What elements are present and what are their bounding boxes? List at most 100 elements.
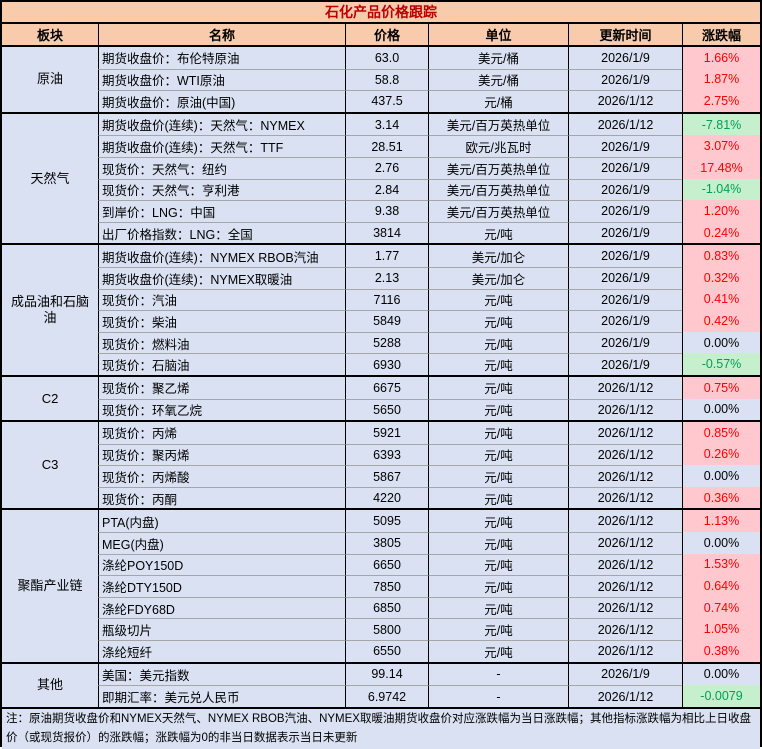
sector-label: 聚酯产业链 — [17, 578, 83, 594]
change-value: 1.87% — [682, 68, 760, 91]
updated-value: 2026/1/12 — [568, 376, 682, 399]
unit-value: 元/吨 — [428, 288, 568, 311]
change-value: 0.38% — [682, 640, 760, 662]
updated-value: 2026/1/12 — [568, 640, 682, 662]
sector-label: 原油 — [36, 71, 63, 87]
section-3: C2 现货价：聚乙烯 6675 元/吨 2026/1/12 0.75% 现货价：环氧乙烷 56… — [2, 374, 760, 421]
updated-value: 2026/1/9 — [568, 266, 682, 289]
updated-value: 2026/1/9 — [568, 353, 682, 375]
price-value: 5288 — [345, 331, 428, 354]
unit-value: 元/桶 — [428, 90, 568, 112]
price-value: 6650 — [345, 553, 428, 576]
change-value: 0.26% — [682, 443, 760, 466]
change-value: 2.75% — [682, 90, 760, 112]
name-value: 涤纶短纤 — [98, 640, 345, 662]
updated-value: 2026/1/9 — [568, 310, 682, 332]
name-value: 期货收盘价：原油(中国) — [98, 90, 345, 112]
unit-value: 元/吨 — [428, 422, 568, 444]
unit-value: 元/吨 — [428, 221, 568, 244]
updated-value: 2026/1/9 — [568, 135, 682, 157]
sector-label: 天然气 — [30, 170, 70, 186]
name-value: 美国：美元指数 — [98, 663, 345, 686]
column-header-sector: 板块 — [36, 28, 63, 43]
unit-value: 元/吨 — [428, 575, 568, 597]
unit-value: 美元/百万英热单位 — [428, 156, 568, 179]
name-value: 期货收盘价(连续)：天然气：TTF — [98, 135, 345, 157]
unit-value: 美元/加仑 — [428, 245, 568, 267]
unit-value: 元/吨 — [428, 596, 568, 619]
unit-value: 元/吨 — [428, 532, 568, 554]
unit-value: 元/吨 — [428, 465, 568, 487]
table-title: 石化产品价格跟踪 — [2, 2, 760, 24]
price-value: 63.0 — [345, 47, 428, 69]
price-value: 1.77 — [345, 245, 428, 267]
change-value: -0.57% — [682, 353, 760, 375]
price-value: 437.5 — [345, 90, 428, 112]
updated-value: 2026/1/12 — [568, 510, 682, 533]
price-value: 7850 — [345, 575, 428, 597]
change-value: -1.04% — [682, 178, 760, 201]
price-value: 5800 — [345, 618, 428, 641]
name-value: 现货价：石脑油 — [98, 353, 345, 375]
updated-value: 2026/1/12 — [568, 398, 682, 421]
price-value: 99.14 — [345, 663, 428, 686]
change-value: 0.85% — [682, 422, 760, 444]
name-value: 现货价：聚乙烯 — [98, 376, 345, 399]
unit-value: 元/吨 — [428, 353, 568, 375]
change-value: 1.05% — [682, 618, 760, 641]
price-value: 5095 — [345, 510, 428, 533]
name-value: 现货价：丙酮 — [98, 486, 345, 509]
unit-value: 美元/桶 — [428, 68, 568, 91]
unit-value: 元/吨 — [428, 486, 568, 509]
updated-value: 2026/1/9 — [568, 331, 682, 354]
price-value: 7116 — [345, 288, 428, 311]
column-header-unit: 单位 — [428, 24, 568, 45]
header-row: 板块 名称 价格 单位 更新时间 涨跌幅 — [2, 24, 760, 47]
updated-value: 2026/1/9 — [568, 288, 682, 311]
price-value: 28.51 — [345, 135, 428, 157]
change-value: 0.36% — [682, 486, 760, 509]
name-value: 期货收盘价(连续)：NYMEX取暖油 — [98, 266, 345, 289]
updated-value: 2026/1/12 — [568, 465, 682, 487]
name-value: 到岸价：LNG：中国 — [98, 200, 345, 222]
price-value: 6550 — [345, 640, 428, 662]
name-value: 期货收盘价：WTI原油 — [98, 68, 345, 91]
updated-value: 2026/1/9 — [568, 178, 682, 201]
price-value: 9.38 — [345, 200, 428, 222]
price-value: 5849 — [345, 310, 428, 332]
column-header-name: 名称 — [98, 24, 345, 45]
updated-value: 2026/1/12 — [568, 443, 682, 466]
sector-label: 成品油和石脑油 — [10, 294, 89, 326]
section-4: C3 现货价：丙烯 5921 元/吨 2026/1/12 0.85% 现货价：聚丙烯 6393… — [2, 420, 760, 509]
change-value: -7.81% — [682, 113, 760, 136]
name-value: 现货价：天然气：纽约 — [98, 156, 345, 179]
updated-value: 2026/1/9 — [568, 68, 682, 91]
section-2: 成品油和石脑油 期货收盘价(连续)：NYMEX RBOB汽油 1.77 美元/加仑 20… — [2, 243, 760, 375]
updated-value: 2026/1/12 — [568, 113, 682, 136]
updated-value: 2026/1/9 — [568, 245, 682, 267]
unit-value: 元/吨 — [428, 443, 568, 466]
sector-label: C2 — [41, 390, 59, 406]
change-value: 0.00% — [682, 398, 760, 421]
change-value: 0.41% — [682, 288, 760, 311]
updated-value: 2026/1/9 — [568, 200, 682, 222]
change-value: 0.24% — [682, 221, 760, 244]
price-value: 5650 — [345, 398, 428, 421]
price-value: 3.14 — [345, 113, 428, 136]
change-value: -0.0079 — [682, 685, 760, 707]
section-1: 天然气 期货收盘价(连续)：天然气：NYMEX 3.14 美元/百万英热单位 2026/… — [2, 111, 760, 244]
price-value: 58.8 — [345, 68, 428, 91]
name-value: 期货收盘价：布伦特原油 — [98, 47, 345, 69]
updated-value: 2026/1/12 — [568, 575, 682, 597]
name-value: MEG(内盘) — [98, 532, 345, 554]
change-value: 17.48% — [682, 156, 760, 179]
change-value: 0.32% — [682, 266, 760, 289]
price-value: 2.13 — [345, 266, 428, 289]
column-header-price: 价格 — [345, 24, 428, 45]
price-value: 4220 — [345, 486, 428, 509]
price-value: 6.9742 — [345, 685, 428, 707]
name-value: 现货价：丙烯 — [98, 422, 345, 444]
unit-value: 元/吨 — [428, 310, 568, 332]
section-5: 聚酯产业链 PTA(内盘) 5095 元/吨 2026/1/12 1.13% MEG(内盘)… — [2, 508, 760, 662]
unit-value: 欧元/兆瓦时 — [428, 135, 568, 157]
